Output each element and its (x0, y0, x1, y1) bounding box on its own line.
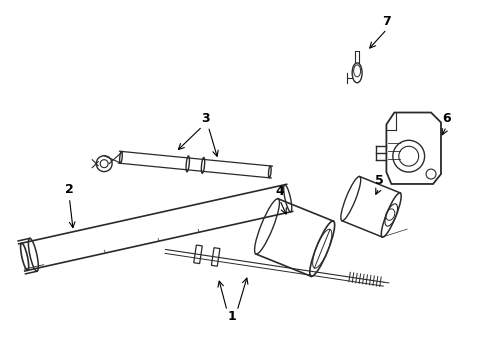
Text: 1: 1 (228, 310, 237, 323)
Text: 4: 4 (275, 185, 284, 198)
Text: 5: 5 (374, 174, 383, 186)
Text: 6: 6 (442, 112, 451, 125)
Text: 3: 3 (201, 112, 210, 125)
Text: 7: 7 (383, 15, 392, 28)
Text: 2: 2 (65, 184, 74, 197)
